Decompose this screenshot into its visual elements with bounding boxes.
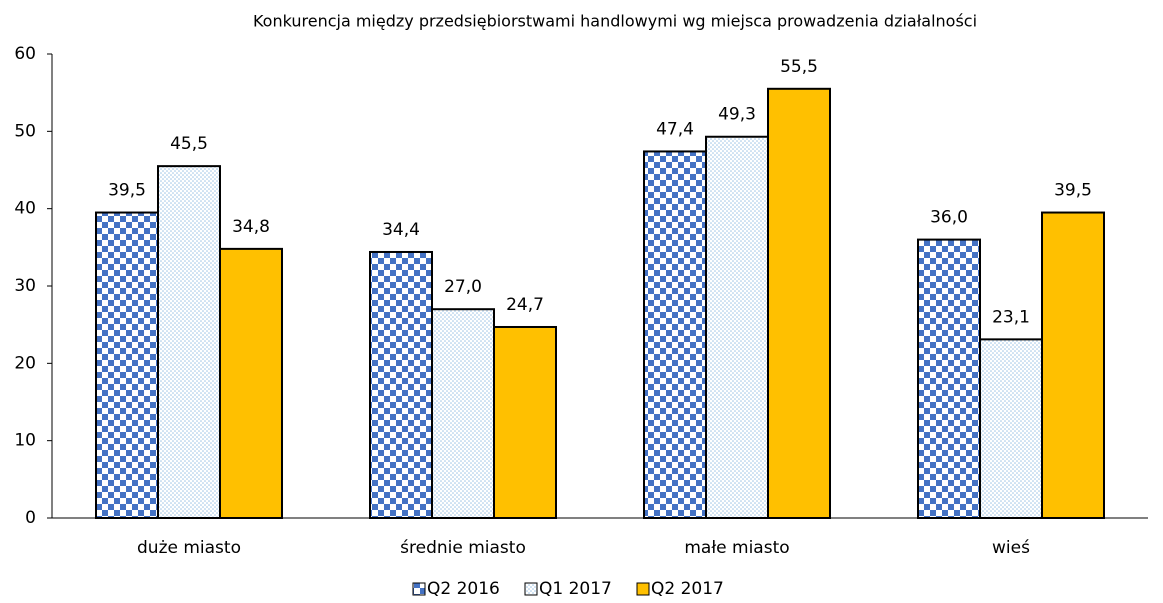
- data-label: 34,8: [232, 217, 270, 237]
- x-tick-label: małe miasto: [684, 538, 789, 558]
- bar: [979, 338, 1043, 519]
- y-tick-label: 0: [25, 508, 36, 528]
- bar: [431, 308, 495, 520]
- bar: [917, 238, 981, 519]
- legend-label: Q2 2017: [651, 579, 724, 599]
- x-tick-label: średnie miasto: [400, 538, 526, 558]
- data-label: 23,1: [992, 307, 1030, 327]
- y-tick-label: 10: [14, 431, 36, 451]
- bar: [369, 250, 433, 519]
- data-label: 39,5: [108, 181, 146, 201]
- legend-swatch: [412, 582, 426, 596]
- x-tick-label: wieś: [992, 538, 1030, 558]
- bar: [95, 211, 159, 520]
- bar: [219, 247, 283, 519]
- y-tick-label: 30: [14, 276, 36, 296]
- data-label: 47,4: [656, 119, 694, 139]
- x-tick-label: duże miasto: [137, 538, 241, 558]
- legend-swatch: [524, 582, 538, 596]
- data-label: 55,5: [780, 57, 818, 77]
- bar: [643, 150, 707, 519]
- y-tick-label: 40: [14, 199, 36, 219]
- data-label: 45,5: [170, 134, 208, 154]
- data-label: 27,0: [444, 277, 482, 297]
- data-label: 24,7: [506, 295, 544, 315]
- bar: [767, 87, 831, 520]
- y-tick-label: 50: [14, 121, 36, 141]
- legend-label: Q1 2017: [539, 579, 612, 599]
- bar: [493, 325, 557, 519]
- bar: [157, 165, 221, 519]
- data-label: 49,3: [718, 105, 756, 125]
- bar: [705, 135, 769, 519]
- y-tick-label: 60: [14, 44, 36, 64]
- chart-title: Konkurencja między przedsiębiorstwami ha…: [253, 12, 977, 31]
- y-tick-label: 20: [14, 353, 36, 373]
- data-label: 34,4: [382, 220, 420, 240]
- data-label: 36,0: [930, 208, 968, 228]
- legend-label: Q2 2016: [427, 579, 500, 599]
- bar: [1041, 211, 1105, 520]
- legend-swatch: [636, 582, 650, 596]
- data-label: 39,5: [1054, 181, 1092, 201]
